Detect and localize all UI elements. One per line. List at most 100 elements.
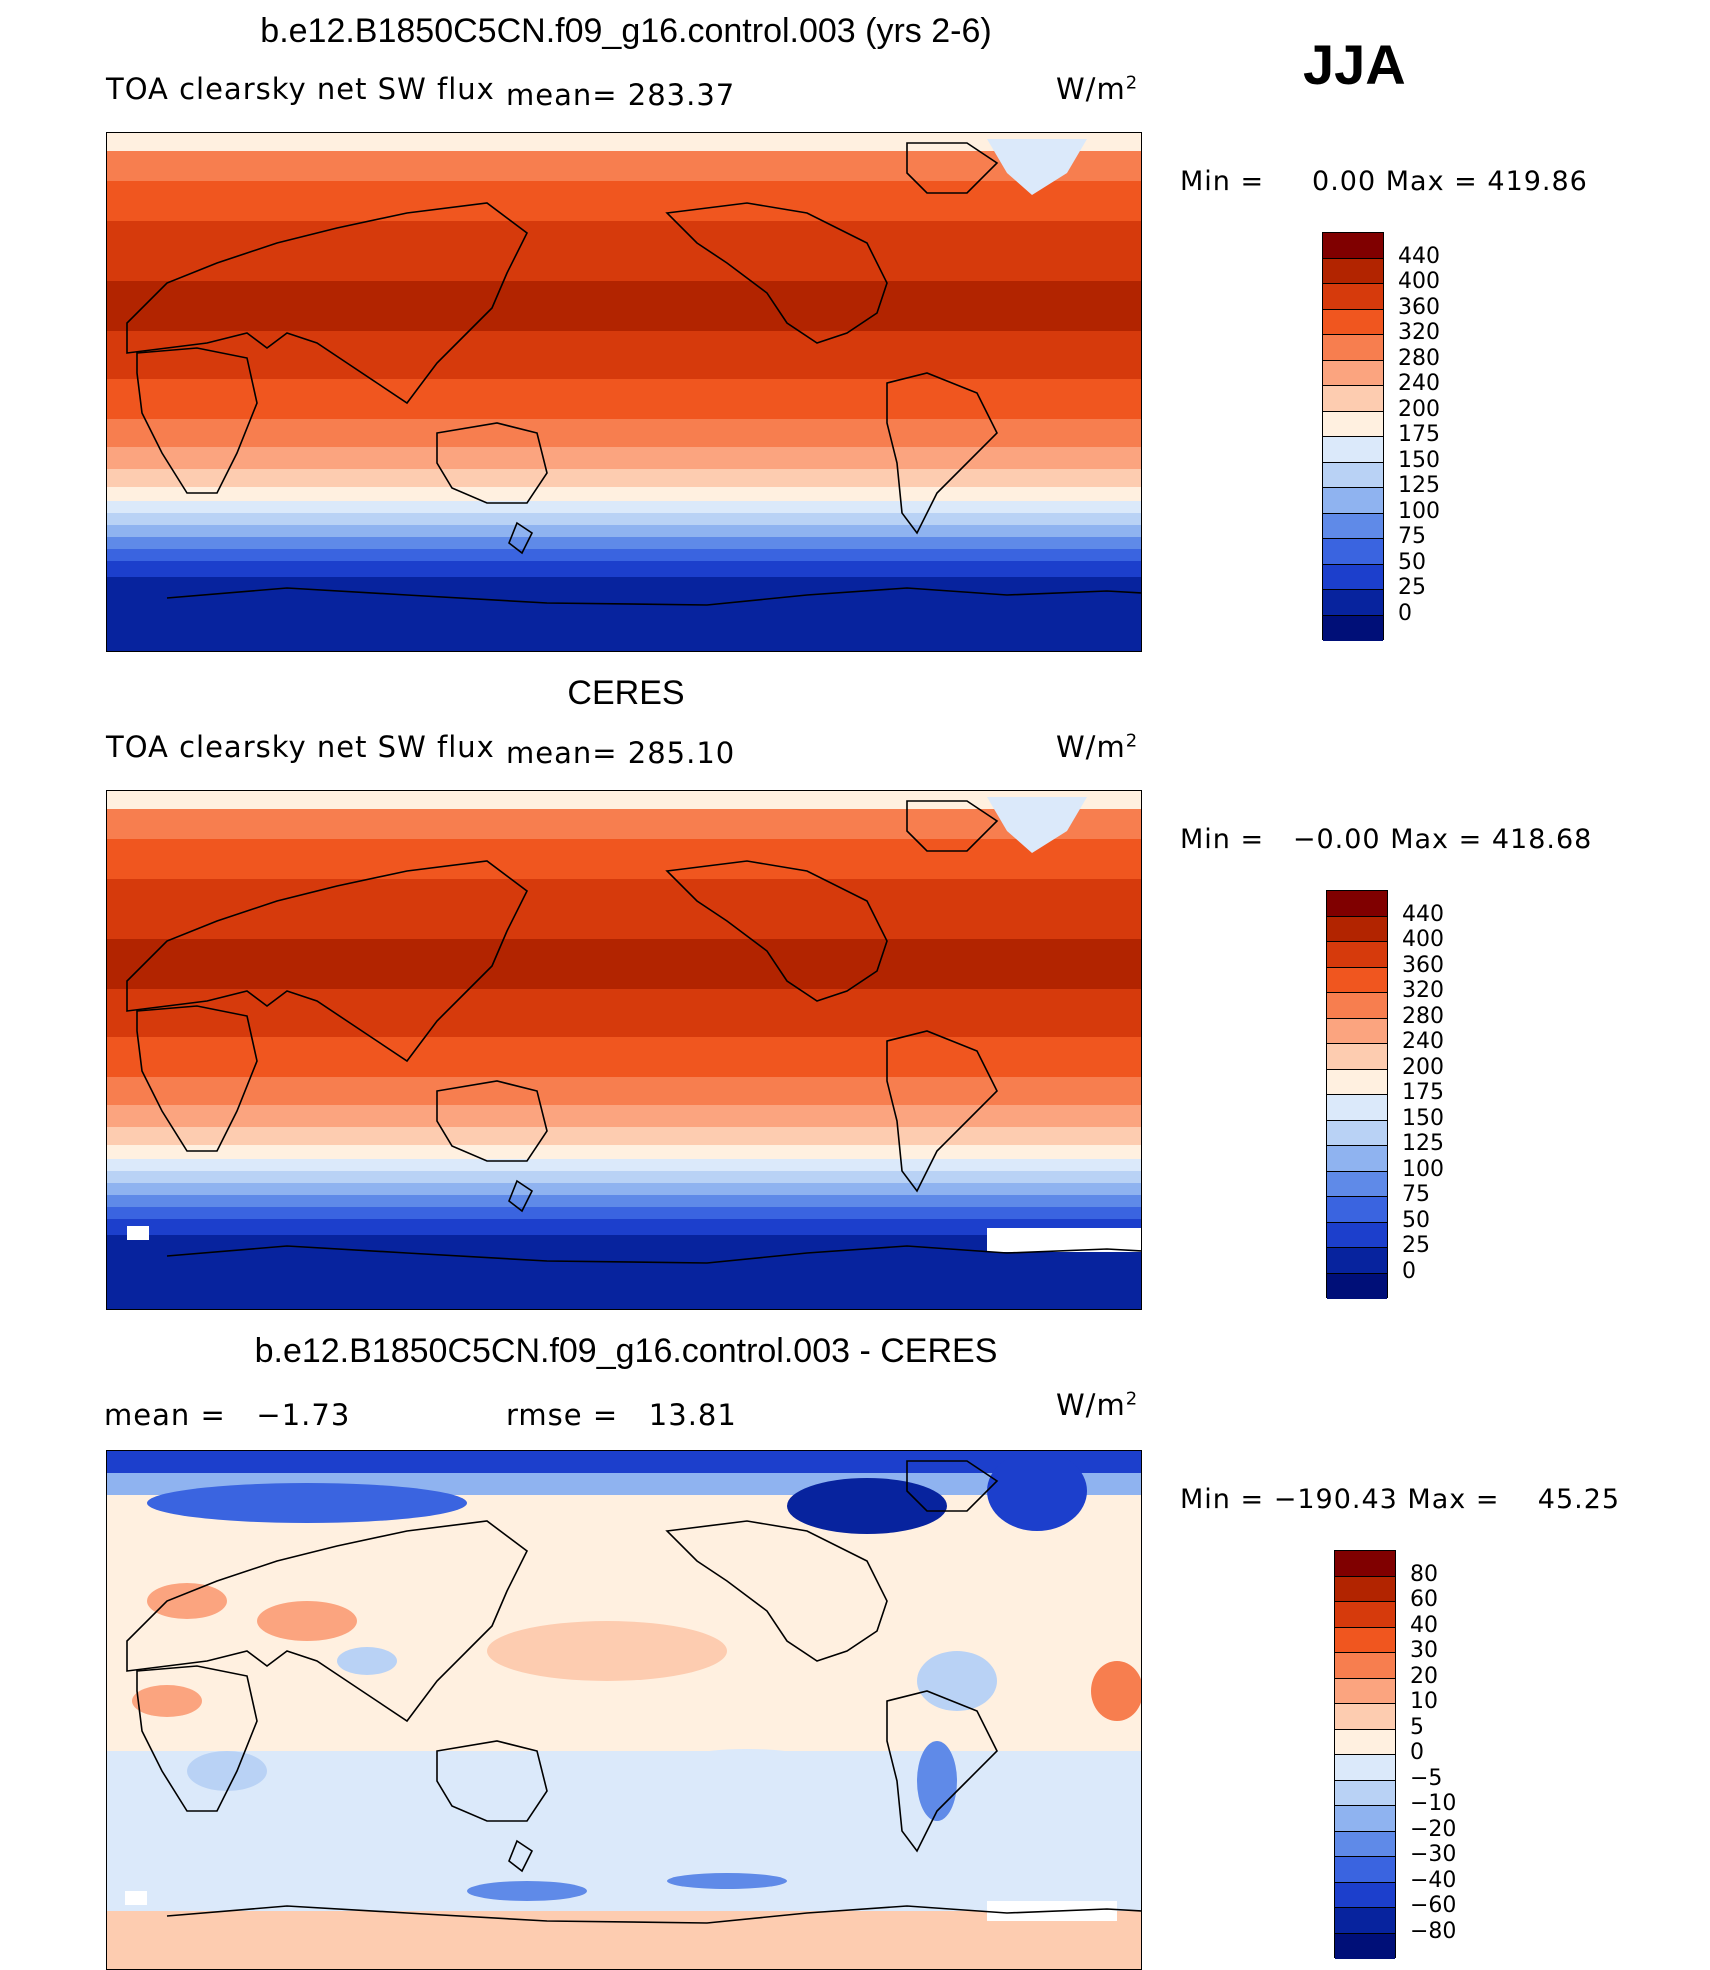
colorbar-swatch: [1327, 942, 1387, 968]
panel2-colorbar: [1326, 890, 1388, 1299]
missing-data: [987, 1228, 1141, 1252]
field-band: [107, 513, 1141, 525]
field-band: [107, 1145, 1141, 1159]
panel2-mean-label: mean=: [506, 736, 618, 770]
colorbar-swatch: [1327, 967, 1387, 993]
colorbar-swatch: [1323, 309, 1383, 335]
colorbar-swatch: [1323, 360, 1383, 386]
coastline: [665, 202, 888, 344]
colorbar-swatch: [1323, 411, 1383, 437]
coastline: [665, 1520, 888, 1662]
panel3-mean-label: mean =: [104, 1398, 226, 1432]
colorbar-swatch: [1335, 1729, 1395, 1755]
field-band: [107, 331, 1141, 379]
field-band: [107, 1183, 1141, 1195]
panel3-colorbar: [1334, 1550, 1396, 1959]
colorbar-tick-label: 280: [1402, 1003, 1444, 1029]
colorbar-swatch: [1327, 993, 1387, 1019]
colorbar-swatch: [1335, 1882, 1395, 1908]
anomaly-blob: [147, 1483, 467, 1523]
coastline: [886, 372, 998, 535]
colorbar-swatch: [1327, 1222, 1387, 1248]
colorbar-tick-label: −5: [1410, 1765, 1443, 1791]
panel2-minmax: Min = −0.00 Max = 418.68: [1180, 824, 1593, 855]
colorbar-tick-label: 360: [1402, 952, 1444, 978]
anomaly-blob: [917, 1651, 997, 1711]
colorbar-swatch: [1335, 1755, 1395, 1781]
coastline: [508, 521, 534, 555]
field-band: [107, 839, 1141, 879]
colorbar-tick-label: 10: [1410, 1689, 1438, 1714]
field-band: [107, 487, 1141, 501]
anomaly-blob: [667, 1873, 787, 1889]
field-band: [107, 1451, 1141, 1473]
colorbar-tick-label: 0: [1398, 600, 1412, 626]
anomaly-blob: [257, 1601, 357, 1641]
anomaly-blob: [1091, 1661, 1141, 1721]
colorbar-tick-label: 400: [1398, 269, 1440, 294]
colorbar-swatch: [1323, 590, 1383, 616]
panel1-mean-label: mean=: [506, 78, 618, 112]
colorbar-swatch: [1323, 539, 1383, 565]
coastline: [906, 142, 999, 194]
colorbar-swatch: [1323, 258, 1383, 284]
colorbar-tick-label: −30: [1410, 1842, 1457, 1867]
field-band: [107, 561, 1141, 577]
colorbar-swatch: [1327, 1018, 1387, 1044]
colorbar-tick-label: 80: [1410, 1561, 1438, 1587]
colorbar-tick-label: 150: [1398, 447, 1440, 473]
map-svg: [107, 133, 1141, 651]
panel1-mean: mean= 283.37: [506, 78, 735, 112]
colorbar-tick-label: 30: [1410, 1638, 1438, 1663]
coastline: [136, 347, 258, 494]
colorbar-tick-label: 440: [1398, 243, 1440, 269]
colorbar-swatch: [1335, 1627, 1395, 1653]
colorbar-tick-label: 5: [1410, 1714, 1424, 1740]
panel1-minmax: Min = 0.00 Max = 419.86: [1180, 166, 1588, 197]
panel3-title: b.e12.B1850C5CN.f09_g16.control.003 - CE…: [254, 1332, 998, 1370]
colorbar-tick-label: 60: [1410, 1587, 1438, 1612]
panel3-minmax: Min = −190.43 Max = 45.25: [1180, 1484, 1621, 1515]
field-band: [107, 1911, 1141, 1969]
anomaly-blob: [917, 1741, 957, 1821]
colorbar-swatch: [1335, 1831, 1395, 1857]
colorbar-swatch: [1335, 1908, 1395, 1934]
field-band: [107, 419, 1141, 447]
anomaly-blob: [337, 1647, 397, 1675]
colorbar-tick-label: 100: [1402, 1156, 1444, 1182]
panel3-rmse-value: 13.81: [648, 1398, 737, 1432]
coastline: [436, 1740, 548, 1822]
colorbar-swatch: [1323, 335, 1383, 361]
colorbar-tick-label: 100: [1398, 498, 1440, 524]
field-band: [107, 1127, 1141, 1145]
field-band: [107, 577, 1141, 651]
coastline: [665, 860, 888, 1002]
field-band: [107, 939, 1141, 989]
colorbar-tick-label: 125: [1398, 473, 1440, 498]
colorbar-tick-label: 0: [1402, 1258, 1416, 1284]
field-band: [107, 537, 1141, 549]
field-band: [107, 133, 1141, 151]
panel1-map: [106, 132, 1142, 652]
colorbar-swatch: [1327, 916, 1387, 942]
coastline: [508, 1179, 534, 1213]
colorbar-swatch: [1323, 386, 1383, 412]
panel3-units: W/m2: [1056, 1388, 1139, 1422]
colorbar-tick-label: 200: [1402, 1054, 1444, 1080]
colorbar-tick-label: 0: [1410, 1740, 1424, 1765]
panel1-variable-label: TOA clearsky net SW flux: [106, 72, 495, 106]
coastline: [906, 800, 999, 852]
field-band: [107, 469, 1141, 487]
map-svg: [107, 1451, 1141, 1969]
field-band: [107, 791, 1141, 809]
field-band: [107, 447, 1141, 469]
colorbar-swatch: [1323, 513, 1383, 539]
colorbar-tick-label: 75: [1398, 524, 1426, 549]
panel3-rmse: rmse = 13.81: [506, 1398, 737, 1432]
coastline: [886, 1030, 998, 1193]
panel2-units: W/m2: [1056, 730, 1139, 764]
colorbar-swatch: [1323, 564, 1383, 590]
colorbar-swatch: [1323, 488, 1383, 514]
season-label: JJA: [1303, 33, 1406, 96]
panel3-mean: mean = −1.73: [104, 1398, 350, 1432]
